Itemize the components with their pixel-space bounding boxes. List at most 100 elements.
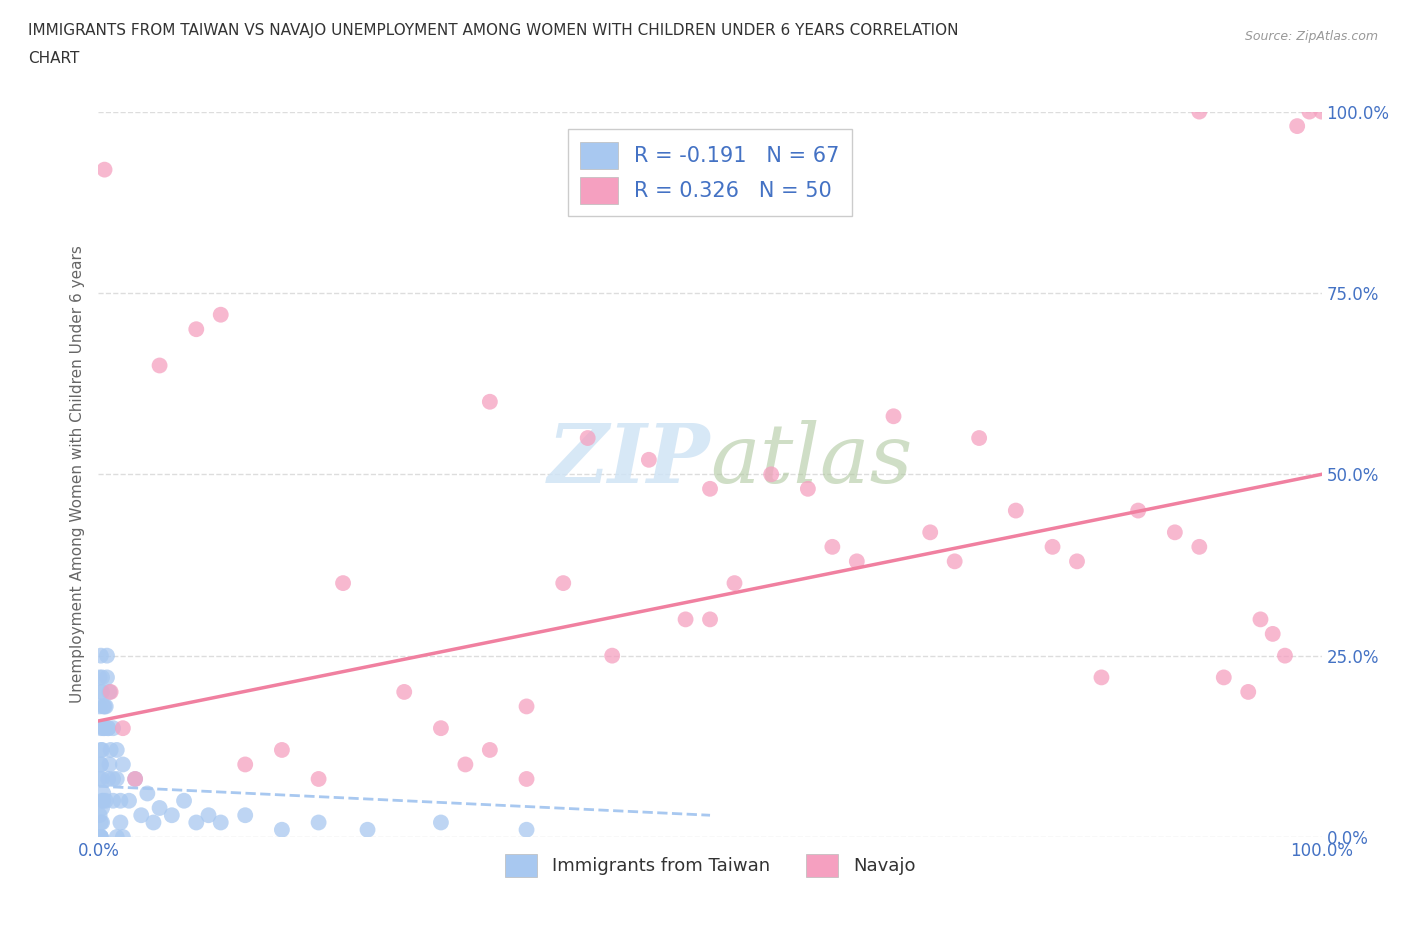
Point	[90, 830, 112, 844]
Point	[1249, 612, 1271, 627]
Y-axis label: Unemployment Among Women with Children Under 6 years: Unemployment Among Women with Children U…	[70, 246, 86, 703]
Point	[94, 699, 117, 714]
Point	[675, 612, 697, 627]
Point	[308, 772, 330, 787]
Point	[1298, 104, 1320, 119]
Point	[392, 684, 416, 699]
Point	[90, 757, 112, 772]
Point	[100, 742, 122, 757]
Point	[1066, 554, 1088, 569]
Point	[160, 808, 183, 823]
Point	[89, 808, 111, 823]
Point	[883, 409, 905, 424]
Point	[105, 772, 128, 787]
Point	[430, 721, 453, 736]
Text: Source: ZipAtlas.com: Source: ZipAtlas.com	[1244, 30, 1378, 43]
Point	[89, 830, 111, 844]
Point	[97, 772, 120, 787]
Point	[845, 554, 868, 569]
Point	[105, 830, 128, 844]
Point	[1164, 525, 1187, 539]
Point	[515, 822, 537, 837]
Point	[129, 808, 152, 823]
Point	[91, 793, 114, 808]
Point	[637, 452, 661, 467]
Point	[90, 815, 112, 830]
Point	[308, 815, 330, 830]
Point	[454, 757, 477, 772]
Point	[1237, 684, 1260, 699]
Point	[186, 322, 208, 337]
Point	[332, 576, 354, 591]
Point	[233, 757, 256, 772]
Point	[600, 648, 623, 663]
Point	[89, 670, 111, 684]
Point	[90, 648, 112, 663]
Text: atlas: atlas	[710, 419, 912, 499]
Point	[173, 793, 195, 808]
Point	[761, 467, 783, 482]
Point	[1090, 670, 1112, 684]
Text: CHART: CHART	[28, 51, 80, 66]
Point	[91, 721, 114, 736]
Point	[90, 742, 112, 757]
Point	[197, 808, 219, 823]
Point	[89, 830, 111, 844]
Point	[515, 772, 537, 787]
Point	[91, 772, 114, 787]
Point	[91, 801, 114, 816]
Point	[110, 815, 132, 830]
Point	[821, 539, 844, 554]
Point	[1310, 104, 1333, 119]
Point	[943, 554, 966, 569]
Point	[118, 793, 141, 808]
Point	[124, 772, 146, 787]
Point	[111, 757, 134, 772]
Point	[723, 576, 745, 591]
Point	[91, 742, 114, 757]
Point	[90, 830, 112, 844]
Point	[90, 721, 112, 736]
Point	[101, 772, 124, 787]
Point	[101, 721, 124, 736]
Point	[90, 684, 112, 699]
Point	[91, 670, 114, 684]
Point	[111, 830, 134, 844]
Point	[124, 772, 146, 787]
Point	[149, 801, 172, 816]
Point	[97, 721, 120, 736]
Point	[699, 612, 721, 627]
Point	[1274, 648, 1296, 663]
Point	[553, 576, 575, 591]
Point	[186, 815, 208, 830]
Point	[430, 815, 453, 830]
Point	[100, 684, 122, 699]
Point	[94, 793, 117, 808]
Legend: Immigrants from Taiwan, Navajo: Immigrants from Taiwan, Navajo	[496, 844, 924, 886]
Point	[920, 525, 942, 539]
Point	[89, 830, 111, 844]
Point	[105, 742, 128, 757]
Point	[98, 757, 121, 772]
Point	[233, 808, 256, 823]
Text: IMMIGRANTS FROM TAIWAN VS NAVAJO UNEMPLOYMENT AMONG WOMEN WITH CHILDREN UNDER 6 : IMMIGRANTS FROM TAIWAN VS NAVAJO UNEMPLO…	[28, 23, 959, 38]
Point	[149, 358, 172, 373]
Point	[101, 793, 124, 808]
Point	[1212, 670, 1234, 684]
Point	[356, 822, 378, 837]
Point	[96, 670, 118, 684]
Point	[209, 307, 232, 322]
Point	[90, 757, 112, 772]
Point	[797, 482, 820, 497]
Point	[96, 648, 118, 663]
Point	[1188, 539, 1211, 554]
Point	[91, 815, 114, 830]
Point	[270, 742, 294, 757]
Point	[91, 684, 114, 699]
Text: ZIP: ZIP	[547, 419, 710, 499]
Point	[93, 699, 115, 714]
Point	[576, 431, 599, 445]
Point	[136, 786, 159, 801]
Point	[1004, 503, 1026, 518]
Point	[1128, 503, 1150, 518]
